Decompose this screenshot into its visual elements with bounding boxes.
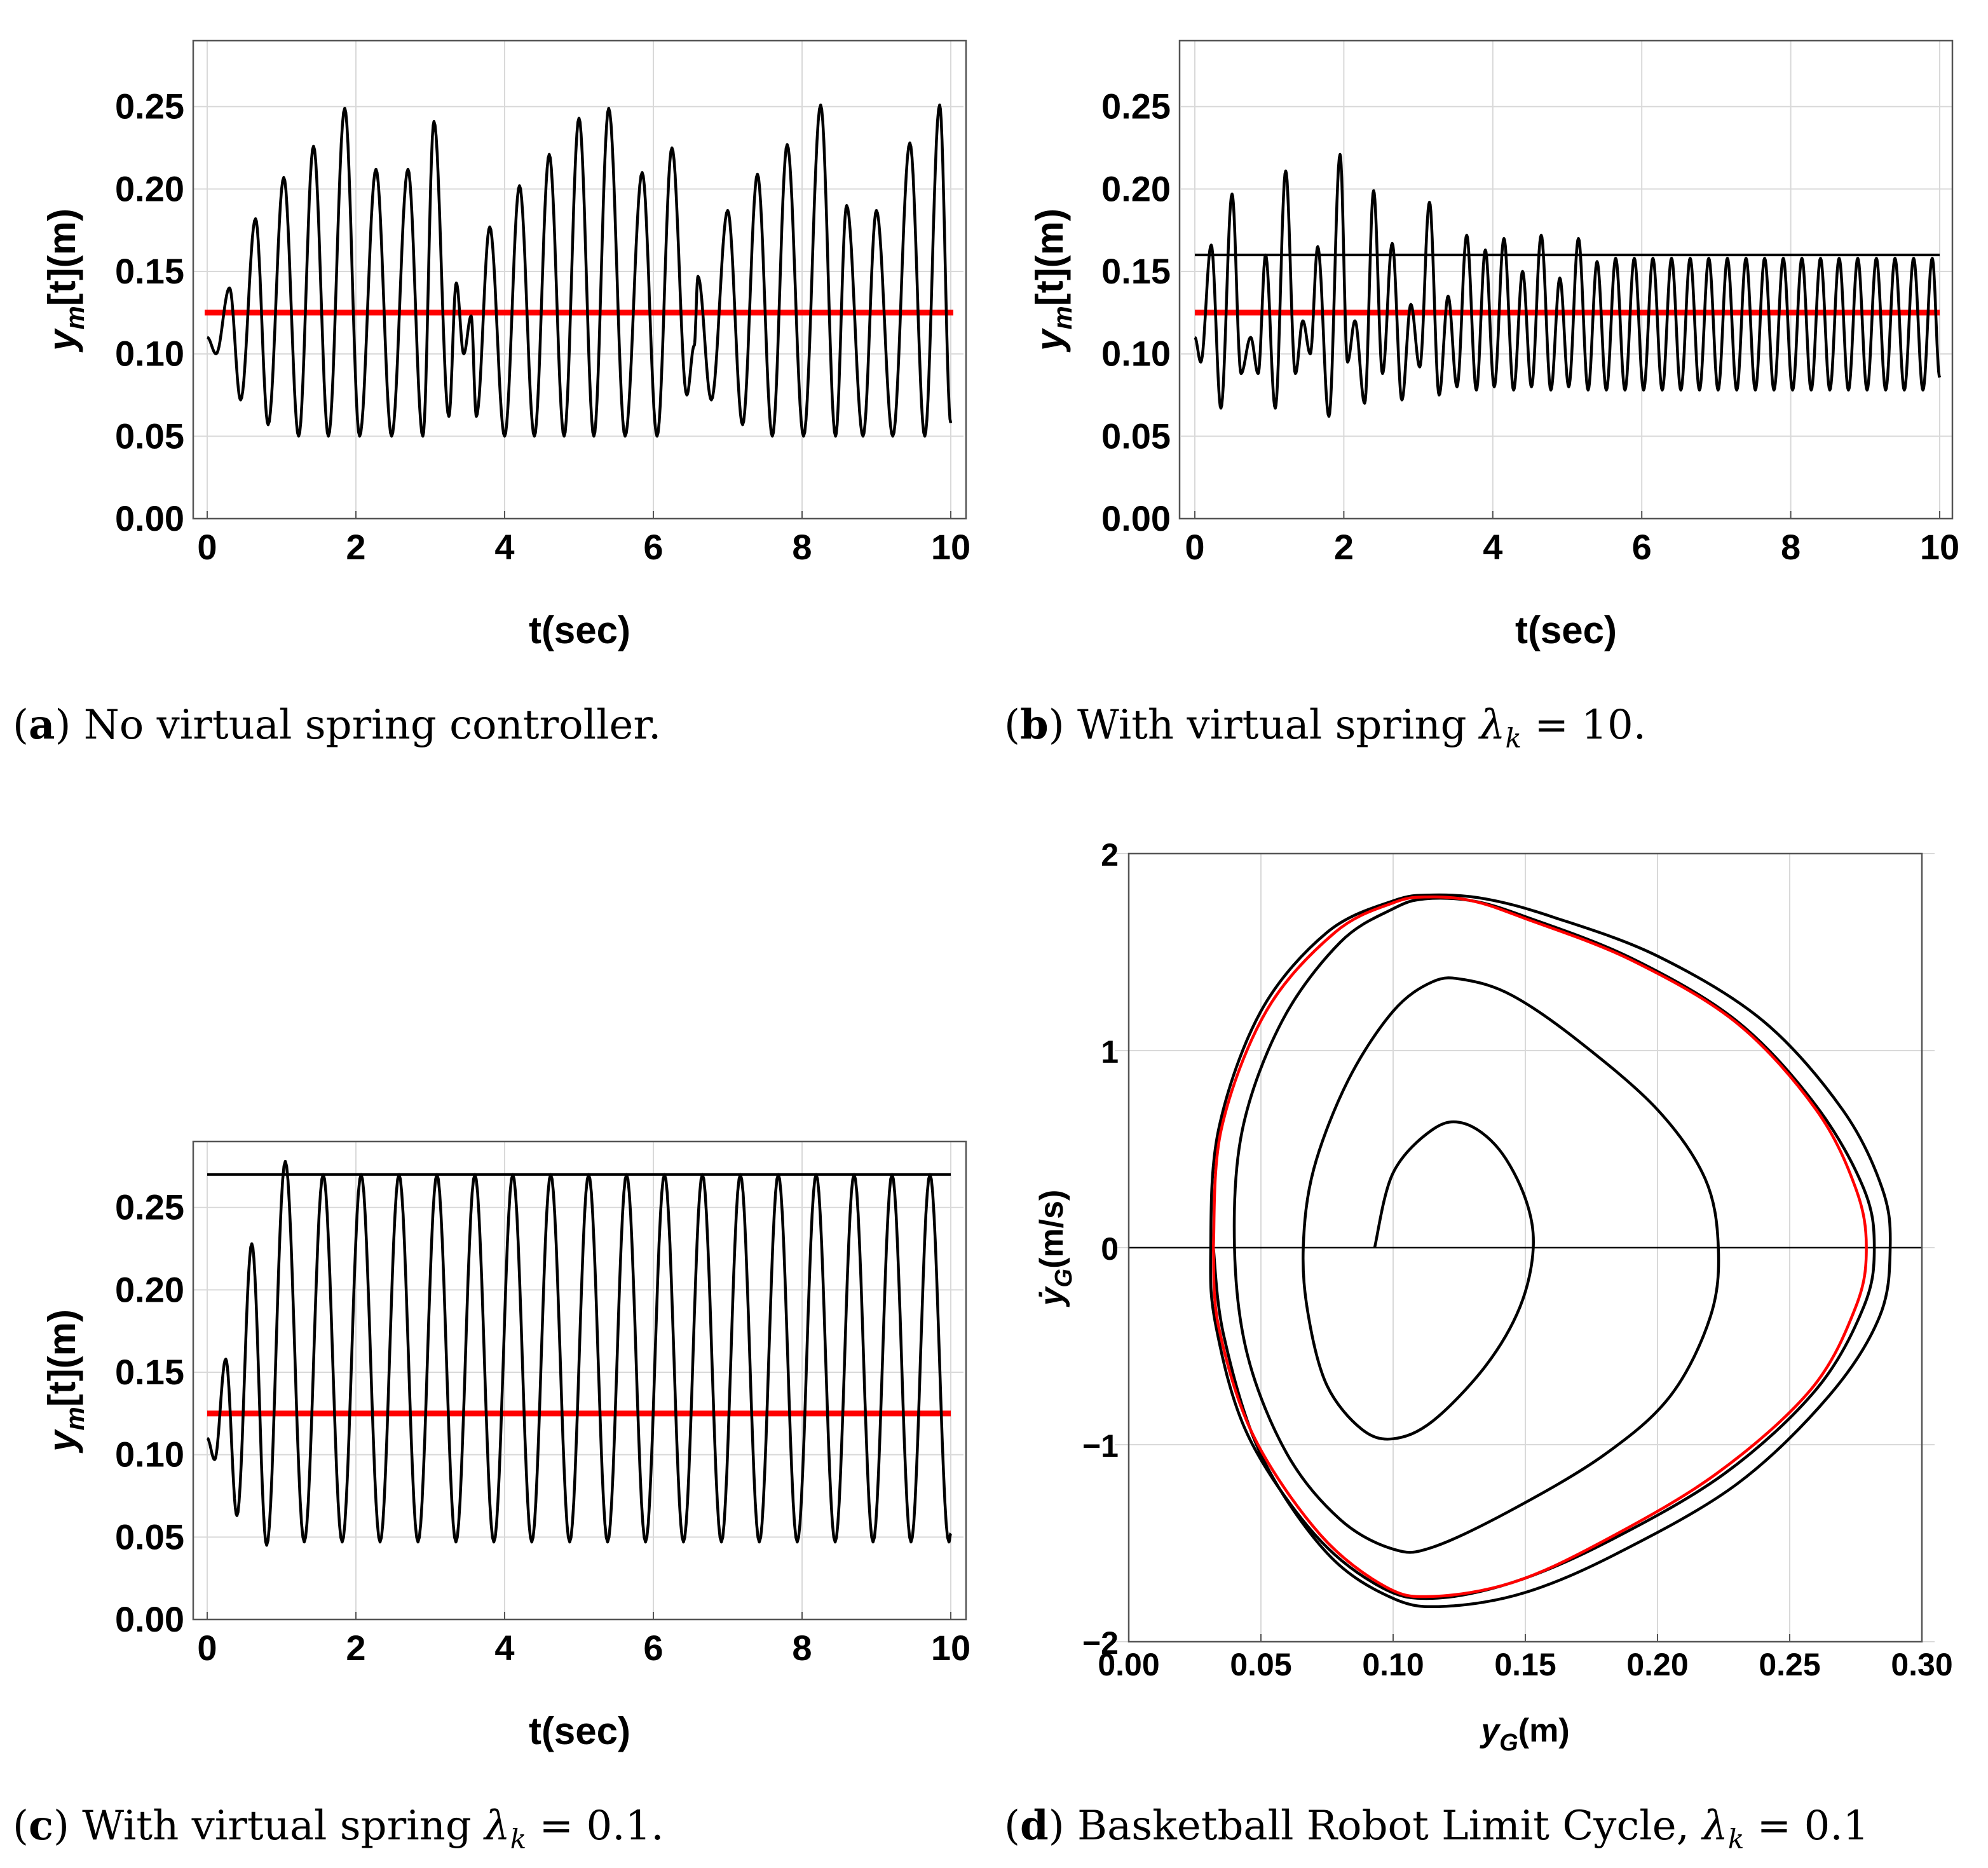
panel-d-xtick-label: 0.10: [1362, 1647, 1424, 1682]
panel-b-trace: [1194, 153, 1942, 418]
panel-b-xtick-label: 2: [1334, 527, 1354, 567]
panel-c-trace: [206, 1159, 953, 1547]
panel-b-ytick-label: 0.25: [1101, 86, 1171, 126]
panel-b-ytick-label: 0.15: [1101, 251, 1171, 291]
panel-d-ytick-label: 0: [1101, 1231, 1119, 1267]
panel-d-xticks: 0.00 0.05 0.10 0.15 0.20 0.25 0.30: [1098, 1634, 1953, 1682]
panel-b-ytick-label: 0.20: [1101, 168, 1171, 208]
caption-b: (b) With virtual spring λk = 10.: [1004, 701, 1646, 754]
panel-d-xtick-label: 0.15: [1494, 1647, 1556, 1682]
panel-a-xlabel: t(sec): [529, 609, 630, 651]
panel-a-ylabel: ym[t](m): [41, 208, 90, 353]
panel-a-ytick-label: 0.00: [115, 498, 184, 538]
panel-d-ytick-label: 2: [1101, 837, 1119, 873]
panel-d-xtick-label: 0.25: [1759, 1647, 1820, 1682]
panel-d-ytick-label: −1: [1082, 1428, 1119, 1464]
panel-c-ytick-label: 0.15: [115, 1352, 184, 1392]
panel-b-xtick-label: 10: [1920, 527, 1959, 567]
panel-c-xtick-label: 6: [643, 1628, 663, 1668]
panel-c-xticks: 0 2 4 6 8 10: [197, 1612, 970, 1668]
panel-d-limit-cycle-trace: [1211, 895, 1868, 1599]
panel-b-xtick-label: 4: [1483, 527, 1502, 567]
panel-c-frame: [192, 1140, 967, 1621]
panel-d-xtick-label: 0.30: [1891, 1647, 1952, 1682]
panel-a-trace: [206, 103, 953, 438]
panel-c-xtick-label: 10: [931, 1628, 970, 1668]
panel-c-ytick-label: 0.00: [115, 1599, 184, 1639]
panel-a-xtick-label: 8: [792, 527, 812, 567]
panel-b-xtick-label: 8: [1781, 527, 1801, 567]
panel-b-ytick-label: 0.05: [1101, 416, 1171, 456]
panel-b-ytick-label: 0.00: [1101, 498, 1171, 538]
panel-a-ytick-label: 0.05: [115, 416, 184, 456]
panel-d: −2 −1 0 1 2 0.00 0.05 0.10 0.15 0.20 0.25 0.30 yG(…: [1033, 837, 1953, 1756]
panel-c-xtick-label: 8: [792, 1628, 812, 1668]
panel-d-yticks: −2 −1 0 1 2: [1082, 837, 1119, 1661]
panel-c-xlabel: t(sec): [529, 1710, 630, 1752]
panel-c-ytick-label: 0.20: [115, 1269, 184, 1309]
panel-d-spiral-trace: [1209, 893, 1892, 1609]
panel-d-xtick-label: 0.20: [1626, 1647, 1688, 1682]
panel-a-ytick-label: 0.10: [115, 334, 184, 374]
panel-c-ylabel: ym[t](m): [41, 1309, 90, 1454]
panel-a-ytick-label: 0.15: [115, 251, 184, 291]
panel-d-ytick-label: −2: [1082, 1625, 1119, 1661]
panel-a-xtick-label: 0: [197, 527, 217, 567]
panel-b-xticks: 0 2 4 6 8 10: [1185, 511, 1959, 567]
panel-b-frame: [1178, 39, 1954, 520]
panel-c-xtick-label: 4: [494, 1628, 514, 1668]
panel-a-xtick-label: 4: [494, 527, 514, 567]
panel-a-xticks: 0 2 4 6 8 10: [197, 511, 970, 567]
caption-c: (c) With virtual spring λk = 0.1.: [13, 1802, 664, 1855]
panel-d-xtick-label: 0.00: [1098, 1647, 1159, 1682]
panel-b-xtick-label: 6: [1632, 527, 1652, 567]
panel-a-frame: [192, 39, 967, 520]
panel-a-ytick-label: 0.20: [115, 168, 184, 208]
panel-c-ytick-label: 0.10: [115, 1435, 184, 1475]
panel-c-xtick-label: 2: [346, 1628, 365, 1668]
panel-a-xtick-label: 2: [346, 527, 365, 567]
panel-d-ylabel: ẏG(m/s): [1033, 1190, 1077, 1308]
panel-b: 0.000.050.100.150.200.25 0 2 4 6 8 10 t(sec) …: [1028, 39, 1959, 651]
panel-a-yticks: 0.00 0.05 0.10 0.15 0.20 0.25: [115, 86, 184, 538]
panel-b-yticks: 0.00 0.05 0.10 0.15 0.20 0.25: [1101, 86, 1171, 538]
panel-a: 0.000.050.100.150.200.25 0 2 4 6 8 10 t(sec) …: [41, 39, 970, 651]
panel-d-xtick-label: 0.05: [1230, 1647, 1291, 1682]
panel-c: 0.000.050.100.150.200.25 0 2 4 6 8 10 t(sec) …: [41, 1140, 970, 1752]
panel-b-ytick-label: 0.10: [1101, 334, 1171, 374]
panel-a-ytick-label: 0.25: [115, 86, 184, 126]
panel-c-yticks: 0.00 0.05 0.10 0.15 0.20 0.25: [115, 1187, 184, 1639]
panel-c-ytick-label: 0.25: [115, 1187, 184, 1227]
panel-d-ytick-label: 1: [1101, 1034, 1119, 1070]
panel-a-xtick-label: 6: [643, 527, 663, 567]
panel-a-grid: [193, 41, 963, 519]
panel-a-xtick-label: 10: [931, 527, 970, 567]
caption-a: (a) No virtual spring controller.: [13, 701, 661, 749]
panel-b-xlabel: t(sec): [1515, 609, 1617, 651]
panel-d-xlabel: yG(m): [1479, 1712, 1569, 1756]
panel-c-xtick-label: 0: [197, 1628, 217, 1668]
panel-b-ylabel: ym[t](m): [1028, 208, 1077, 353]
panel-c-ytick-label: 0.05: [115, 1517, 184, 1557]
panel-b-xtick-label: 0: [1185, 527, 1204, 567]
caption-d: (d) Basketball Robot Limit Cycle, λk = 0…: [1004, 1802, 1869, 1855]
